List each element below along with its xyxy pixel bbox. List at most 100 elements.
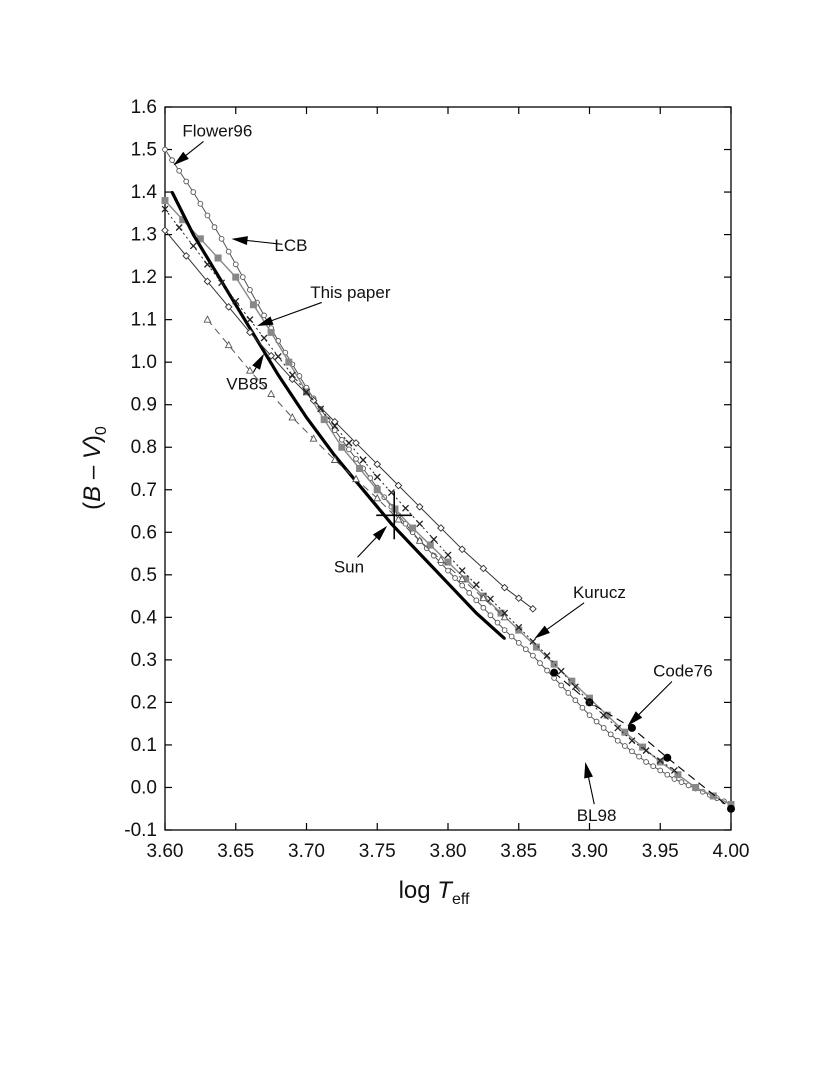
data-point (550, 660, 558, 668)
data-point (629, 748, 635, 755)
x-tick-label: 3.85 (500, 841, 537, 862)
data-point (586, 698, 593, 706)
data-point (203, 260, 211, 268)
data-point (444, 558, 452, 566)
data-point (473, 597, 480, 604)
annotation-arrow-shaft (357, 534, 380, 558)
annotation-arrow-shaft (543, 602, 585, 633)
y-tick-label: 0.2 (131, 692, 157, 713)
data-point (486, 595, 494, 603)
data-point (480, 604, 487, 611)
annotation-label: LCB (274, 236, 307, 255)
data-point (352, 439, 360, 447)
annotation-label: Sun (334, 557, 364, 576)
data-point (430, 535, 438, 543)
x-axis-title-var: T (437, 877, 454, 904)
data-point (361, 488, 365, 491)
data-point (317, 405, 325, 413)
data-point (161, 226, 169, 235)
annotation-arrow-shaft (268, 301, 322, 323)
data-point (162, 146, 168, 153)
annotation-arrow-head (534, 625, 550, 639)
data-point (402, 504, 410, 512)
series-layer (161, 146, 735, 813)
annotation-code76: Code76 (627, 662, 713, 726)
data-point (232, 297, 240, 305)
data-point (656, 757, 664, 764)
annotation-label: Kurucz (573, 583, 626, 602)
data-point (452, 575, 458, 581)
data-point (709, 792, 717, 800)
y-tick-label: 1.3 (131, 225, 157, 246)
data-point (331, 427, 338, 434)
data-point (415, 502, 424, 511)
annotation-vb85: VB85 (226, 353, 268, 393)
data-point (636, 753, 642, 760)
data-point (622, 743, 628, 749)
data-point (515, 626, 523, 634)
series-vb85 (203, 315, 509, 621)
data-point (621, 728, 629, 736)
data-point (657, 767, 664, 774)
y-axis-title-var1: B (79, 486, 106, 502)
data-point (179, 216, 187, 224)
data-point (600, 711, 608, 719)
data-point (169, 157, 175, 164)
data-point (656, 758, 664, 766)
series-line (553, 672, 732, 810)
data-point (501, 627, 508, 633)
series-line (164, 208, 675, 771)
data-point (445, 567, 451, 574)
data-point (176, 167, 183, 174)
data-point (446, 582, 450, 585)
data-point (727, 804, 735, 813)
annotation-sun: Sun (334, 525, 388, 576)
y-tick-label: 1.4 (131, 182, 158, 203)
data-point (514, 594, 523, 603)
data-point (586, 712, 593, 719)
data-point (267, 351, 275, 360)
data-point (663, 753, 672, 762)
x-axis-title-sub: eff (452, 891, 470, 908)
data-point (532, 643, 540, 651)
data-point (530, 652, 536, 659)
data-point (643, 759, 649, 765)
data-point (356, 465, 364, 472)
data-point (161, 197, 169, 205)
data-point (373, 486, 381, 494)
data-point (557, 667, 565, 675)
data-point (500, 612, 509, 621)
data-point (593, 718, 600, 725)
data-point (436, 555, 445, 563)
data-point (359, 456, 367, 464)
y-axis-title-var2: V (79, 441, 106, 459)
data-point (642, 747, 650, 755)
axis-tick-labels: 3.60 3.65 3.70 3.75 3.80 3.85 3.90 3.95 4.00 -0.1… (124, 97, 749, 862)
y-axis-title-close: ) (79, 435, 106, 443)
data-point (339, 436, 345, 443)
data-point (246, 316, 254, 324)
data-point (197, 200, 204, 207)
annotation-bl98: BL98 (577, 761, 616, 825)
data-point (387, 489, 395, 497)
data-point (458, 567, 466, 575)
data-point (225, 248, 232, 255)
data-point (579, 704, 586, 711)
data-point (459, 582, 466, 589)
data-point (487, 612, 494, 619)
data-point (196, 235, 204, 243)
data-point (664, 771, 671, 778)
x-axis-title-prefix: log (399, 877, 438, 904)
annotation-kurucz: Kurucz (534, 583, 626, 639)
annotation-lcb: LCB (231, 236, 307, 255)
annotation-label: This paper (310, 283, 391, 302)
data-point (678, 779, 685, 786)
data-point (249, 301, 257, 309)
data-point (479, 593, 488, 602)
x-tick-label: 3.90 (571, 841, 608, 862)
data-point (224, 340, 233, 349)
x-axis-title: log Teff (399, 877, 470, 908)
series-flower96 (162, 146, 734, 808)
data-point (394, 481, 403, 490)
y-tick-label: 1.5 (131, 140, 157, 161)
